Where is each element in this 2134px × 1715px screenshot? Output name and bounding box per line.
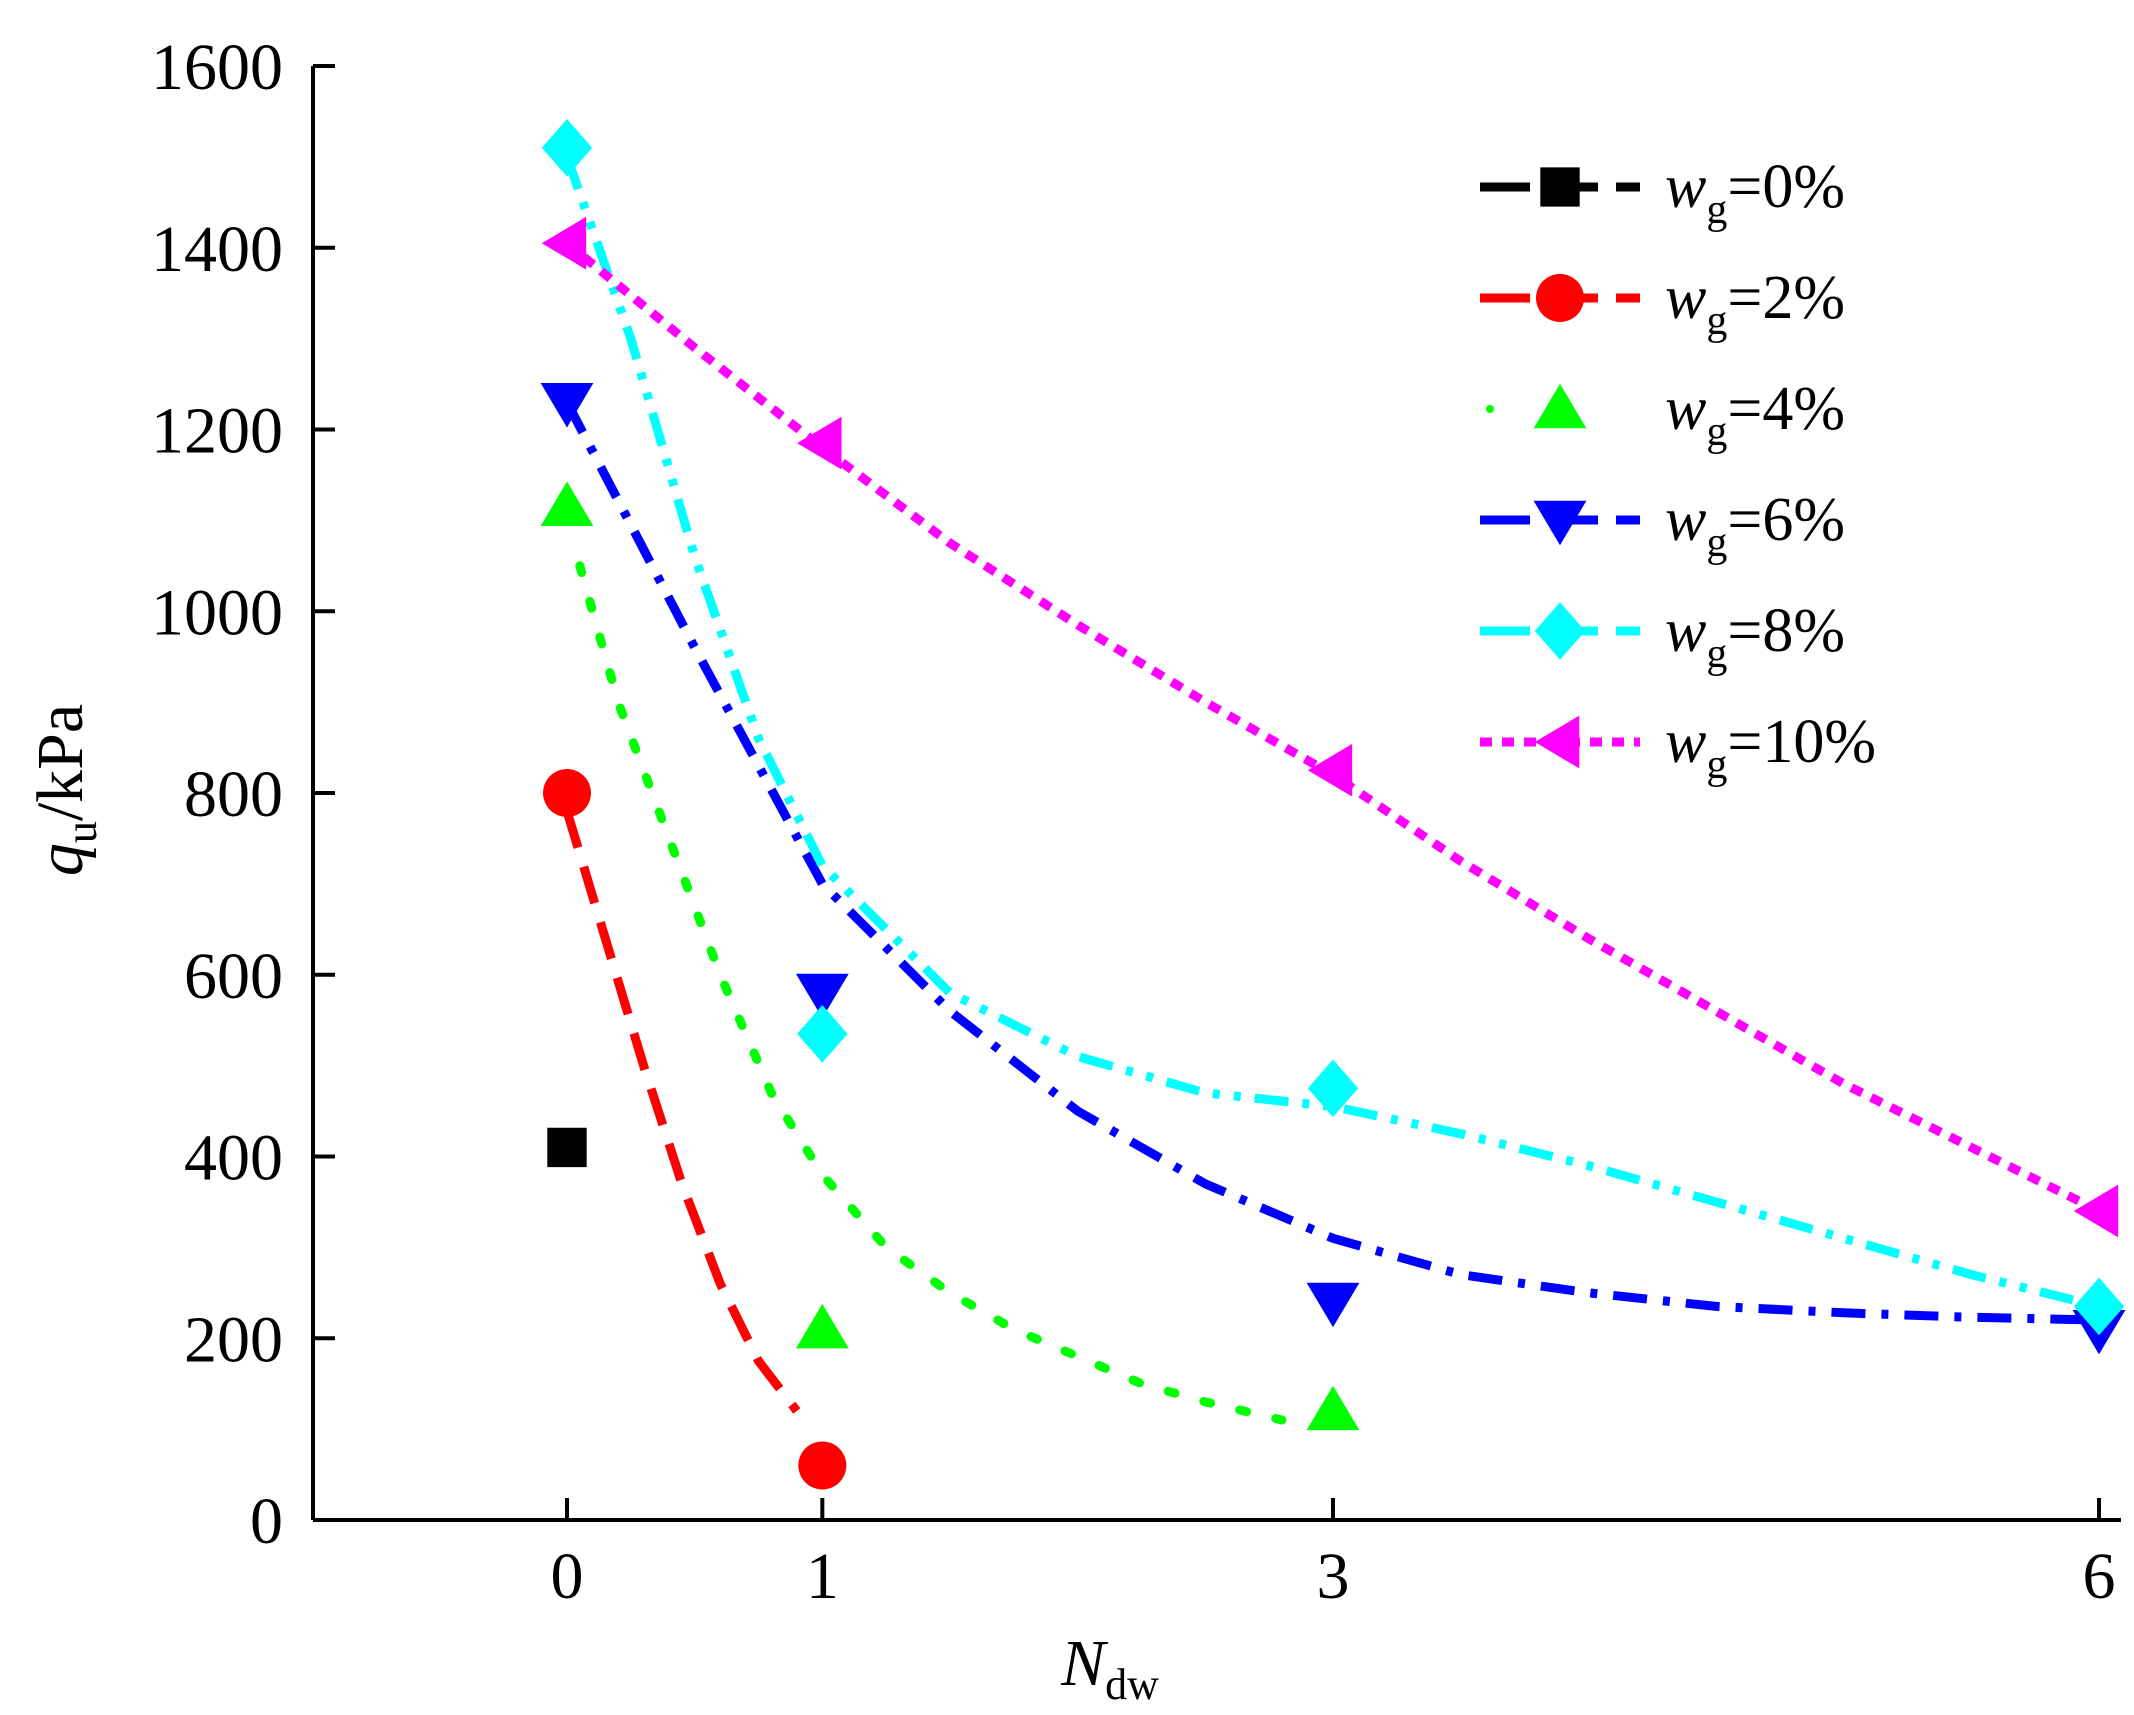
legend-label: wg=4% [1665, 375, 1845, 455]
legend-label: wg=6% [1665, 486, 1845, 566]
series-1-fit-line [562, 809, 801, 1414]
y-axis-title: qu/kPa [24, 704, 106, 876]
legend-item: wg=6% [1480, 486, 1845, 566]
x-tick-label: 1 [806, 1540, 839, 1613]
legend-label-sub: g [1706, 187, 1727, 233]
series-4-point [797, 1005, 848, 1063]
legend-label-value: =6% [1727, 486, 1845, 554]
legend-item: wg=0% [1480, 153, 1845, 233]
series-4-point [541, 118, 593, 177]
y-tick-label: 1200 [151, 395, 283, 468]
series-0-point [547, 1127, 587, 1168]
legend-label-value: =0% [1727, 153, 1845, 221]
legend-label-main: w [1665, 153, 1706, 221]
x-tick-label: 0 [551, 1540, 584, 1613]
legend-item: wg=2% [1480, 264, 1845, 344]
legend-label-main: w [1665, 264, 1706, 332]
y-axis-title-main: q [24, 843, 97, 876]
series-4-fit-line [562, 155, 2101, 1311]
legend-label-value: =4% [1727, 375, 1845, 443]
y-tick-label: 200 [184, 1303, 283, 1376]
data-markers [540, 118, 2126, 1490]
x-axis-title-main: N [1060, 1627, 1109, 1700]
y-tick-label: 800 [184, 758, 283, 831]
series-2-point [795, 1303, 849, 1349]
legend-label-value: =10% [1727, 708, 1876, 776]
legend-label-main: w [1665, 375, 1706, 443]
fit-curves [562, 155, 2102, 1425]
series-1-point [798, 1441, 847, 1490]
y-tick-label: 1600 [151, 31, 283, 104]
legend-label-sub: g [1706, 631, 1727, 677]
legend-label-sub: g [1706, 742, 1727, 788]
y-axis-title-suffix: /kPa [24, 704, 97, 821]
legend-item: wg=4% [1486, 375, 1845, 455]
x-axis-title-sub: dw [1105, 1660, 1159, 1709]
legend-label-main: w [1665, 708, 1706, 776]
y-tick-label: 1000 [151, 576, 283, 649]
y-tick-label: 600 [184, 940, 283, 1013]
legend-label-sub: g [1706, 520, 1727, 566]
series-4-point [2073, 1277, 2125, 1336]
y-tick-label: 1400 [151, 213, 283, 286]
series-5-point [2073, 1184, 2119, 1238]
y-ticks: 0 200 400 600 800 1000 1200 1400 1600 [151, 31, 335, 1558]
series-5-point [797, 416, 842, 470]
legend: wg=0%wg=2%wg=4%wg=6%wg=8%wg=10% [1480, 153, 1876, 788]
legend-marker [1533, 383, 1587, 429]
series-4-point [1307, 1059, 1359, 1118]
legend-label: wg=8% [1665, 597, 1845, 677]
series-3-point [540, 383, 594, 428]
legend-label-sub: g [1706, 298, 1727, 344]
x-tick-label: 3 [1317, 1540, 1350, 1613]
series-3-point [1306, 1282, 1360, 1328]
x-axis-title: Ndw [1060, 1627, 1159, 1709]
y-axis-title-sub: u [57, 821, 106, 843]
legend-marker [1540, 167, 1580, 207]
x-ticks: 0 1 3 6 [551, 1498, 2116, 1613]
legend-marker [1534, 602, 1586, 660]
legend-marker [1534, 715, 1580, 769]
y-tick-label: 0 [250, 1485, 283, 1558]
legend-item: wg=10% [1480, 708, 1876, 788]
legend-marker [1533, 500, 1587, 546]
legend-label-value: =2% [1727, 264, 1845, 332]
series-5-point [541, 216, 587, 270]
legend-label: wg=2% [1665, 264, 1845, 344]
series-3-fit-line [563, 400, 2100, 1325]
series-5-point [1307, 743, 1353, 797]
legend-item: wg=8% [1480, 597, 1845, 677]
legend-label-main: w [1665, 597, 1706, 665]
legend-label: wg=0% [1665, 153, 1845, 233]
series-2-point [540, 481, 594, 526]
legend-marker [1536, 274, 1584, 322]
legend-label: wg=10% [1665, 708, 1876, 788]
legend-label-main: w [1665, 486, 1706, 554]
x-tick-label: 6 [2083, 1540, 2116, 1613]
series-2-fit-line [575, 561, 1287, 1425]
series-2-point [1306, 1385, 1360, 1431]
legend-label-value: =8% [1727, 597, 1845, 665]
y-tick-label: 400 [184, 1122, 283, 1195]
series-1-point [543, 769, 591, 817]
legend-label-sub: g [1706, 409, 1727, 455]
series-3-point [795, 973, 849, 1019]
